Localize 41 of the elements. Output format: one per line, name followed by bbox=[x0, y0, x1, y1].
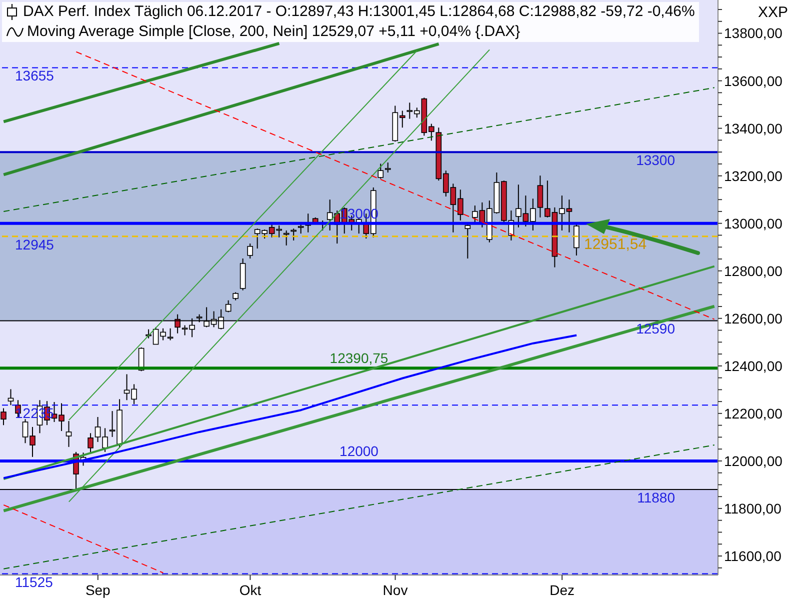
candlestick bbox=[298, 224, 304, 234]
y-tick-label: 12800,00 bbox=[724, 262, 783, 279]
y-tick-label: 13600,00 bbox=[724, 72, 783, 89]
candlestick bbox=[290, 228, 296, 241]
text: Moving Average Simple [Close, 200, Nein] 12529,07 +5,11 +0,04% {.DAX} bbox=[27, 22, 520, 42]
candlestick bbox=[574, 222, 580, 256]
chart-title: DAX Perf. Index Täglich 06.12.2017 - O:12897,43 H:13001,45 L:12864,68 C:12988,82 -59,72 -0,46% bbox=[23, 2, 695, 22]
ref-line-label: 11525 bbox=[15, 574, 54, 590]
candlestick bbox=[0, 408, 6, 426]
ref-line-label: 12390,75 bbox=[330, 350, 388, 366]
y-tick-label: 13800,00 bbox=[724, 25, 783, 42]
candlestick bbox=[247, 243, 253, 260]
y-tick-label: 13000,00 bbox=[724, 215, 783, 232]
candlestick bbox=[384, 162, 391, 173]
y-tick-label: 11600,00 bbox=[724, 548, 782, 564]
ref-line-label: 12590 bbox=[636, 320, 676, 337]
y-tick-label: 12200,00 bbox=[724, 405, 783, 422]
y-axis-title: XXP bbox=[758, 4, 788, 21]
y-tick-label: 11800,00 bbox=[724, 500, 782, 516]
x-tick-label: Dez bbox=[550, 582, 575, 598]
candlestick bbox=[464, 224, 471, 260]
candlestick bbox=[378, 163, 384, 180]
ref-line-label: 12945 bbox=[15, 236, 54, 252]
y-tick-label: 12000,00 bbox=[724, 452, 783, 469]
annotation: 12951,54 bbox=[584, 236, 647, 253]
x-tick-label: Sep bbox=[85, 582, 111, 598]
y-tick-label: 12400,00 bbox=[724, 358, 783, 374]
ref-line-label: 12000 bbox=[340, 442, 379, 459]
y-tick-label: 13200,00 bbox=[724, 168, 783, 184]
y-tick-label: 12600,00 bbox=[724, 310, 783, 326]
candlestick bbox=[225, 300, 232, 313]
candlestick bbox=[8, 388, 14, 406]
ref-line-label: 13300 bbox=[636, 152, 676, 168]
candlestick bbox=[537, 175, 544, 218]
ref-line-label: 13655 bbox=[15, 68, 54, 84]
y-tick-label: 13400,00 bbox=[724, 120, 783, 136]
x-tick-label: Okt bbox=[239, 582, 262, 598]
ref-line-label: 11880 bbox=[637, 489, 676, 506]
candlestick bbox=[66, 420, 72, 448]
candlestick bbox=[88, 432, 94, 454]
x-tick-label: Nov bbox=[382, 582, 408, 598]
